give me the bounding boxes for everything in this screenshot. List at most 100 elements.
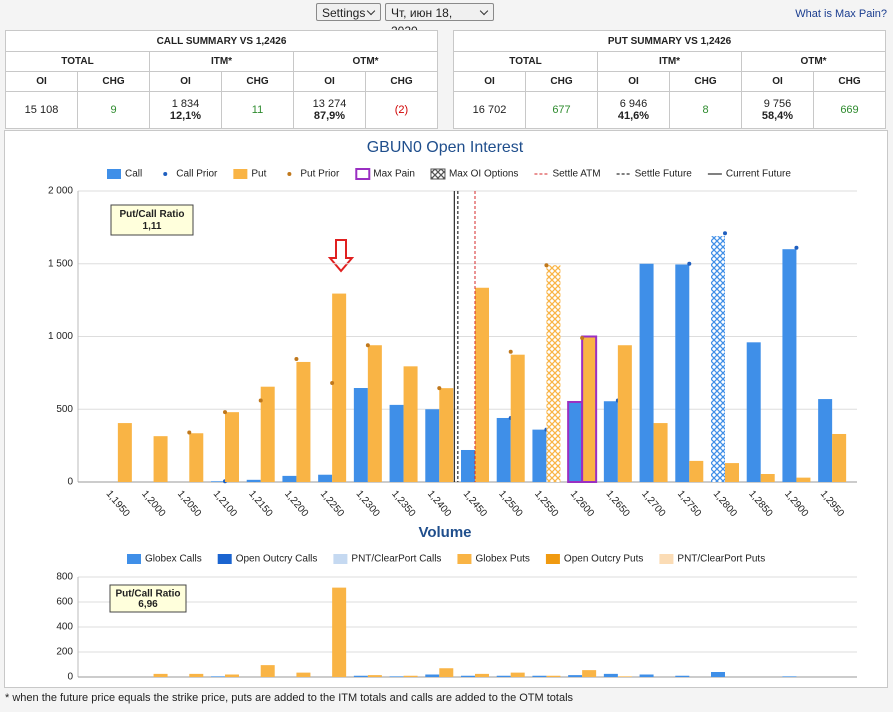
group-header: OTM* (293, 51, 438, 72)
legend-swatch (457, 554, 472, 564)
cell-value: 1 834 (171, 98, 200, 110)
date-dropdown[interactable]: Чт, июн 18, 2020 (385, 3, 494, 38)
prior-dot (544, 263, 549, 268)
bar (439, 388, 454, 482)
legend-label: Open Outcry Puts (564, 554, 643, 565)
bar (403, 366, 418, 482)
bar (496, 417, 511, 482)
ratio-label: Put/Call Ratio (119, 209, 184, 220)
bar (603, 401, 618, 482)
column-header: CHG (813, 71, 886, 92)
bar (711, 236, 725, 482)
x-tick-label: 1,2600 (568, 489, 596, 520)
bar (532, 675, 547, 677)
call-summary-table: CALL SUMMARY VS 1,2426 TOTAL ITM* OTM* OI C… (5, 30, 438, 129)
y-tick-label: 600 (56, 597, 73, 608)
max-pain-link[interactable]: What is Max Pain? (795, 8, 887, 20)
bar (332, 587, 347, 677)
x-tick-label: 1,2150 (246, 489, 274, 520)
cell: 16 702 (453, 91, 526, 129)
cell-percent: 12,1% (169, 110, 202, 122)
bar (189, 433, 204, 482)
bar (582, 670, 597, 677)
cell-percent: 87,9% (313, 110, 346, 122)
bar (475, 673, 489, 677)
bar (403, 675, 418, 677)
put-summary-table: PUT SUMMARY VS 1,2426 TOTAL ITM* OTM* OI CH… (453, 30, 886, 129)
column-header: CHG (77, 71, 150, 92)
bar (461, 449, 475, 482)
bar (425, 409, 440, 482)
bar (260, 386, 275, 482)
bar (653, 423, 668, 482)
group-header: ITM* (597, 51, 742, 72)
legend-label: Settle Future (635, 169, 693, 180)
bar (818, 399, 833, 482)
cell: 669 (813, 91, 886, 129)
cell: 6 946 41,6% (597, 91, 670, 129)
cell-percent: 58,4% (761, 110, 794, 122)
prior-dot (437, 386, 442, 391)
prior-dot (508, 349, 513, 354)
bar (782, 249, 797, 482)
column-header: OI (597, 71, 670, 92)
legend-swatch (659, 554, 674, 564)
legend-swatch (127, 554, 141, 564)
bar (439, 668, 454, 677)
bar (189, 673, 204, 677)
bar (567, 400, 584, 484)
x-tick-label: 1,2550 (532, 489, 560, 520)
cell-percent: 41,6% (617, 110, 650, 122)
column-header: OI (453, 71, 526, 92)
bar (389, 404, 404, 482)
group-header: TOTAL (453, 51, 598, 72)
y-tick-label: 2 000 (48, 186, 73, 197)
ratio-label: Put/Call Ratio (115, 588, 180, 599)
bar (782, 676, 797, 677)
bar (581, 335, 598, 483)
bar (617, 676, 632, 677)
x-tick-label: 1,2450 (461, 489, 489, 520)
legend-label: Current Future (726, 169, 791, 180)
y-tick-label: 0 (67, 672, 73, 683)
bar (496, 675, 511, 677)
x-tick-label: 1,2700 (639, 489, 667, 520)
chart-title: GBUN0 Open Interest (367, 139, 524, 156)
y-tick-label: 200 (56, 647, 73, 658)
bar (689, 460, 704, 482)
bar (510, 354, 525, 482)
prior-dot (258, 398, 263, 403)
x-tick-label: 1,2850 (746, 489, 774, 520)
bar (211, 676, 225, 677)
group-header: OTM* (741, 51, 886, 72)
bar (318, 474, 333, 482)
legend-swatch (355, 168, 371, 180)
bar (617, 345, 632, 482)
cell: (2) (365, 91, 438, 129)
legend-swatch (233, 169, 248, 179)
x-tick-label: 1,2000 (139, 489, 167, 520)
legend-label: Max Pain (373, 169, 415, 180)
y-tick-label: 0 (67, 477, 73, 488)
legend-label: Globex Puts (475, 554, 529, 565)
bar (117, 423, 132, 482)
bar (332, 293, 347, 482)
group-header: ITM* (149, 51, 294, 72)
settings-dropdown[interactable]: Settings (316, 3, 381, 21)
bar (282, 475, 297, 482)
legend-swatch (430, 168, 446, 180)
bar (475, 287, 489, 482)
bar (568, 675, 583, 677)
legend-label: Settle ATM (552, 169, 600, 180)
bar (711, 672, 725, 677)
bar (546, 675, 561, 677)
ratio-value: 1,11 (143, 221, 162, 232)
table-title: CALL SUMMARY VS 1,2426 (5, 30, 438, 52)
bar (389, 676, 404, 677)
bar (353, 675, 368, 677)
cell-value: 9 756 (763, 98, 792, 110)
legend-label: Call (125, 169, 142, 180)
legend-label: Call Prior (176, 169, 218, 180)
bar (225, 412, 239, 482)
